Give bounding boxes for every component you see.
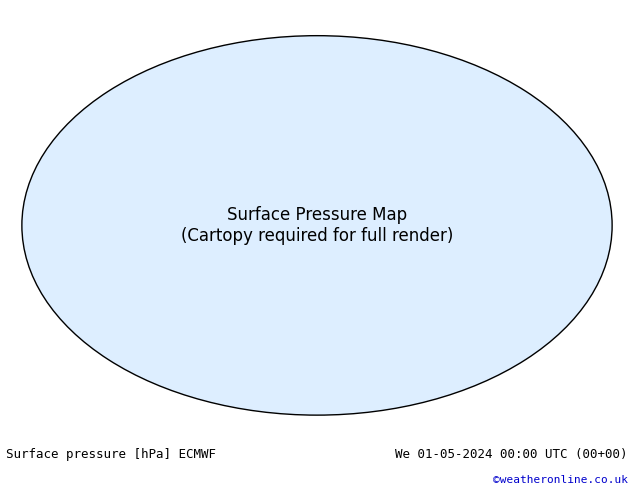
Text: Surface pressure [hPa] ECMWF: Surface pressure [hPa] ECMWF (6, 447, 216, 461)
Text: ©weatheronline.co.uk: ©weatheronline.co.uk (493, 475, 628, 485)
Text: Surface Pressure Map
(Cartopy required for full render): Surface Pressure Map (Cartopy required f… (181, 206, 453, 245)
Text: We 01-05-2024 00:00 UTC (00+00): We 01-05-2024 00:00 UTC (00+00) (395, 447, 628, 461)
Ellipse shape (22, 36, 612, 415)
